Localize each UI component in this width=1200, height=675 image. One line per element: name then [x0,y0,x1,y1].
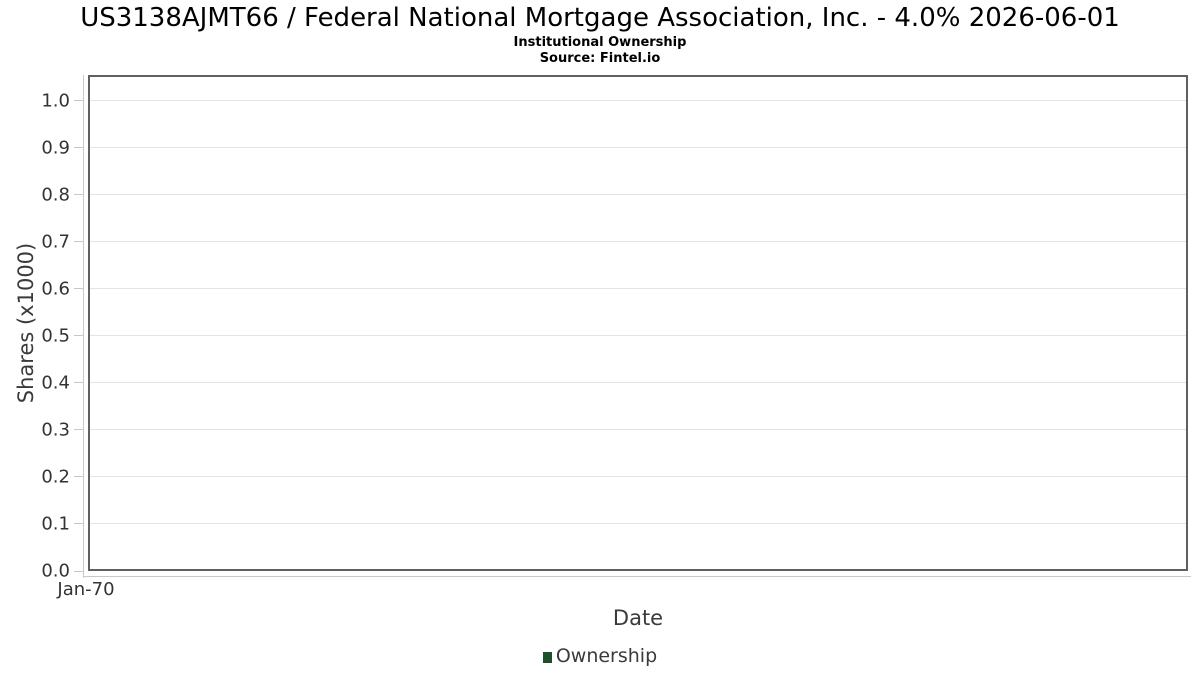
y-tick-label: 0.2 [41,466,70,488]
gridline [90,241,1186,243]
x-tick-mark [83,571,84,578]
y-tick-mark [74,147,83,149]
y-tick-mark [74,570,83,572]
x-tick-label: Jan-70 [57,579,115,600]
y-axis-title: Shares (x1000) [14,242,38,404]
y-tick-mark [74,288,83,290]
chart-title: US3138AJMT66 / Federal National Mortgage… [80,3,1120,33]
gridline [90,100,1186,102]
gridline [90,476,1186,478]
gridline [90,382,1186,384]
y-tick-mark [74,100,83,102]
gridline [90,147,1186,149]
gridline [90,523,1186,525]
x-axis-line [83,576,1191,577]
y-tick-label: 0.7 [41,231,70,253]
chart-subtitle: Institutional Ownership [513,35,687,50]
legend-label-ownership: Ownership [555,645,658,667]
gridline [90,335,1186,337]
gridline [90,194,1186,196]
y-tick-mark [74,335,83,337]
x-axis-title: Date [612,606,664,630]
y-tick-label: 1.0 [41,90,70,112]
y-tick-mark [74,241,83,243]
y-tick-mark [74,429,83,431]
legend-swatch-ownership [542,651,552,663]
y-tick-label: 0.8 [41,184,70,206]
gridline [90,288,1186,290]
y-tick-label: 0.9 [41,137,70,159]
gridline [90,429,1186,431]
y-axis-line [83,75,84,578]
chart-source: Source: Fintel.io [539,51,661,66]
y-tick-label: 0.1 [41,513,70,535]
y-tick-mark [74,523,83,525]
y-tick-label: 0.5 [41,325,70,347]
y-tick-mark [74,382,83,384]
y-tick-label: 0.0 [41,560,70,582]
y-tick-label: 0.3 [41,419,70,441]
y-tick-label: 0.6 [41,278,70,300]
y-tick-label: 0.4 [41,372,70,394]
y-tick-mark [74,194,83,196]
legend: Ownership [0,645,1200,667]
y-tick-mark [74,476,83,478]
plot-area [88,75,1188,571]
